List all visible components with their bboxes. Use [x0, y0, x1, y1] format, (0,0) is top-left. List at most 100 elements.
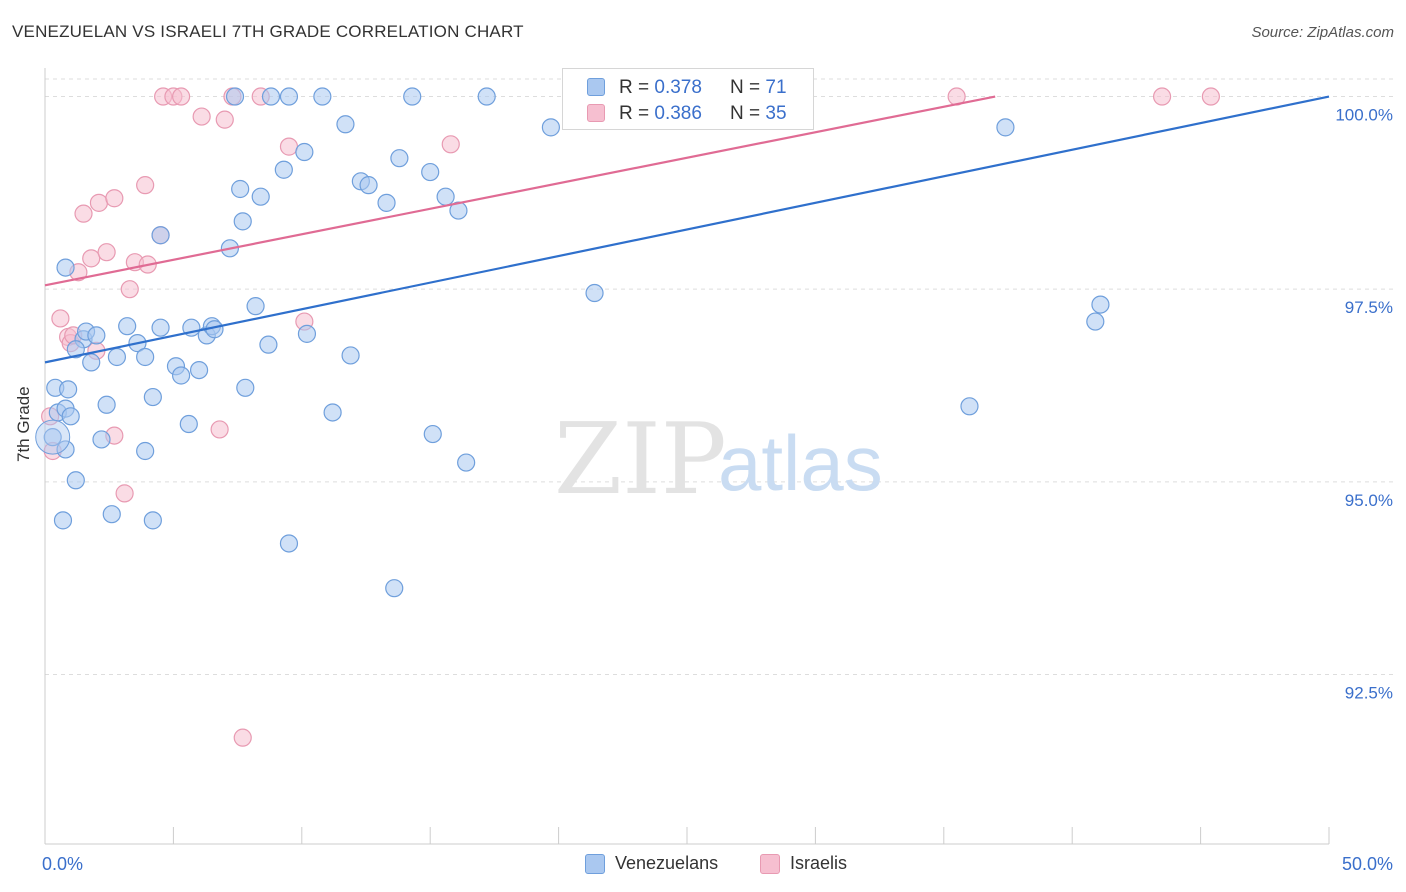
israelis-point [74, 204, 93, 223]
venezuelans-point [136, 347, 155, 367]
legend-n: N = 71 [730, 77, 787, 99]
venezuelans-point [421, 162, 440, 182]
venezuelans-point [179, 414, 198, 434]
bottom-legend-swatch-blue [585, 854, 605, 874]
y-tick-label: 100.0% [1335, 106, 1393, 125]
venezuelans-point [246, 297, 265, 316]
israelis-point [115, 484, 134, 503]
venezuelans-point [118, 317, 137, 336]
legend-swatch-pink [587, 104, 605, 122]
venezuelans-point [996, 118, 1015, 137]
venezuelans-point [97, 395, 116, 414]
gridlines [45, 78, 1394, 675]
venezuelans-point-large [35, 419, 71, 455]
y-tick-label: 95.0% [1345, 491, 1393, 510]
legend-n: N = 35 [730, 103, 787, 125]
venezuelans-point [336, 115, 355, 134]
n-value: 71 [765, 77, 787, 98]
venezuelans-point [341, 346, 360, 365]
chart-title: VENEZUELAN VS ISRAELI 7TH GRADE CORRELAT… [12, 22, 524, 41]
venezuelans-point [359, 176, 378, 195]
israelis-point [97, 243, 116, 262]
israelis-point [51, 309, 70, 328]
israelis-point [215, 110, 234, 129]
venezuelans-point [423, 424, 442, 444]
venezuelans-point [59, 380, 78, 399]
venezuelans-point [66, 340, 85, 359]
venezuelans-point [136, 441, 155, 461]
israelis-point [172, 87, 191, 106]
venezuelans-point [390, 149, 409, 168]
venezuelans-point [143, 387, 162, 407]
venezuelans-point [82, 353, 101, 372]
n-label: N = [730, 103, 766, 124]
r-value: 0.386 [654, 103, 702, 124]
venezuelans-point [151, 318, 170, 337]
israelis-point [279, 137, 299, 156]
x-tick-label-min: 0.0% [42, 854, 83, 874]
bottom-legend-label: Israelis [790, 853, 848, 873]
venezuelans-point [279, 534, 299, 553]
venezuelans-point [541, 118, 560, 137]
israelis-point [441, 135, 460, 154]
venezuelans-point [1086, 312, 1105, 331]
venezuelans-point [236, 378, 255, 397]
y-tick-label: 92.5% [1345, 683, 1393, 702]
axes [44, 68, 1330, 845]
israelis-trend-line [44, 95, 996, 287]
trend-lines [44, 95, 1330, 364]
venezuelans-point [436, 187, 455, 206]
venezuelans-point [143, 511, 162, 530]
venezuelans-point [960, 397, 979, 416]
bottom-legend-swatch-pink [760, 854, 780, 874]
israelis-point [120, 280, 139, 299]
bottom-legend-label: Venezuelans [615, 853, 719, 873]
venezuelans-point [43, 428, 62, 447]
venezuelans-point [295, 142, 314, 162]
watermark-atlas: atlas [718, 419, 883, 507]
israelis-point [233, 728, 252, 747]
israelis-point [1152, 87, 1172, 106]
venezuelans-point [313, 87, 332, 106]
r-label: R = [619, 103, 655, 124]
venezuelans-point [151, 226, 170, 245]
venezuelans-point [102, 505, 121, 524]
r-label: R = [619, 77, 655, 98]
israelis-point [89, 193, 109, 212]
israelis-point [82, 249, 101, 268]
venezuelans-point [323, 403, 342, 422]
venezuelans-point [585, 283, 604, 303]
venezuelans-point [274, 160, 293, 179]
source-label: Source: ZipAtlas.com [1251, 24, 1394, 41]
stats-legend: R = 0.378 N = 71 R = 0.386 N = 35 [562, 68, 814, 130]
israelis-point [210, 420, 229, 439]
venezuelans-point [279, 87, 299, 106]
israelis-point [192, 107, 211, 126]
legend-r: R = 0.378 [619, 77, 702, 99]
venezuelans-point [403, 87, 422, 106]
tick-labels: 100.0% 97.5% 95.0% 92.5% 0.0% 50.0% [42, 106, 1393, 874]
venezuelans-point [56, 440, 75, 459]
venezuelans-point [172, 366, 191, 385]
venezuelans-point [261, 87, 281, 106]
x-tick-label-max: 50.0% [1342, 854, 1393, 874]
venezuelans-point [53, 511, 73, 530]
venezuelans-points [35, 87, 1110, 598]
venezuelans-point [233, 212, 252, 231]
venezuelans-point [1091, 295, 1110, 314]
venezuelans-point [259, 335, 278, 354]
watermark-zip: ZIP [554, 403, 727, 517]
venezuelans-point [231, 179, 250, 199]
israelis-point [136, 176, 155, 195]
venezuelans-point [251, 187, 270, 206]
y-tick-label: 97.5% [1345, 298, 1393, 317]
venezuelans-trend-line [44, 95, 1330, 364]
venezuelans-point [92, 430, 111, 449]
venezuelans-point [61, 407, 80, 426]
venezuelans-point [297, 324, 317, 343]
venezuelans-point [107, 347, 127, 367]
n-label: N = [730, 77, 766, 98]
r-value: 0.378 [654, 77, 702, 98]
n-value: 35 [765, 103, 787, 124]
